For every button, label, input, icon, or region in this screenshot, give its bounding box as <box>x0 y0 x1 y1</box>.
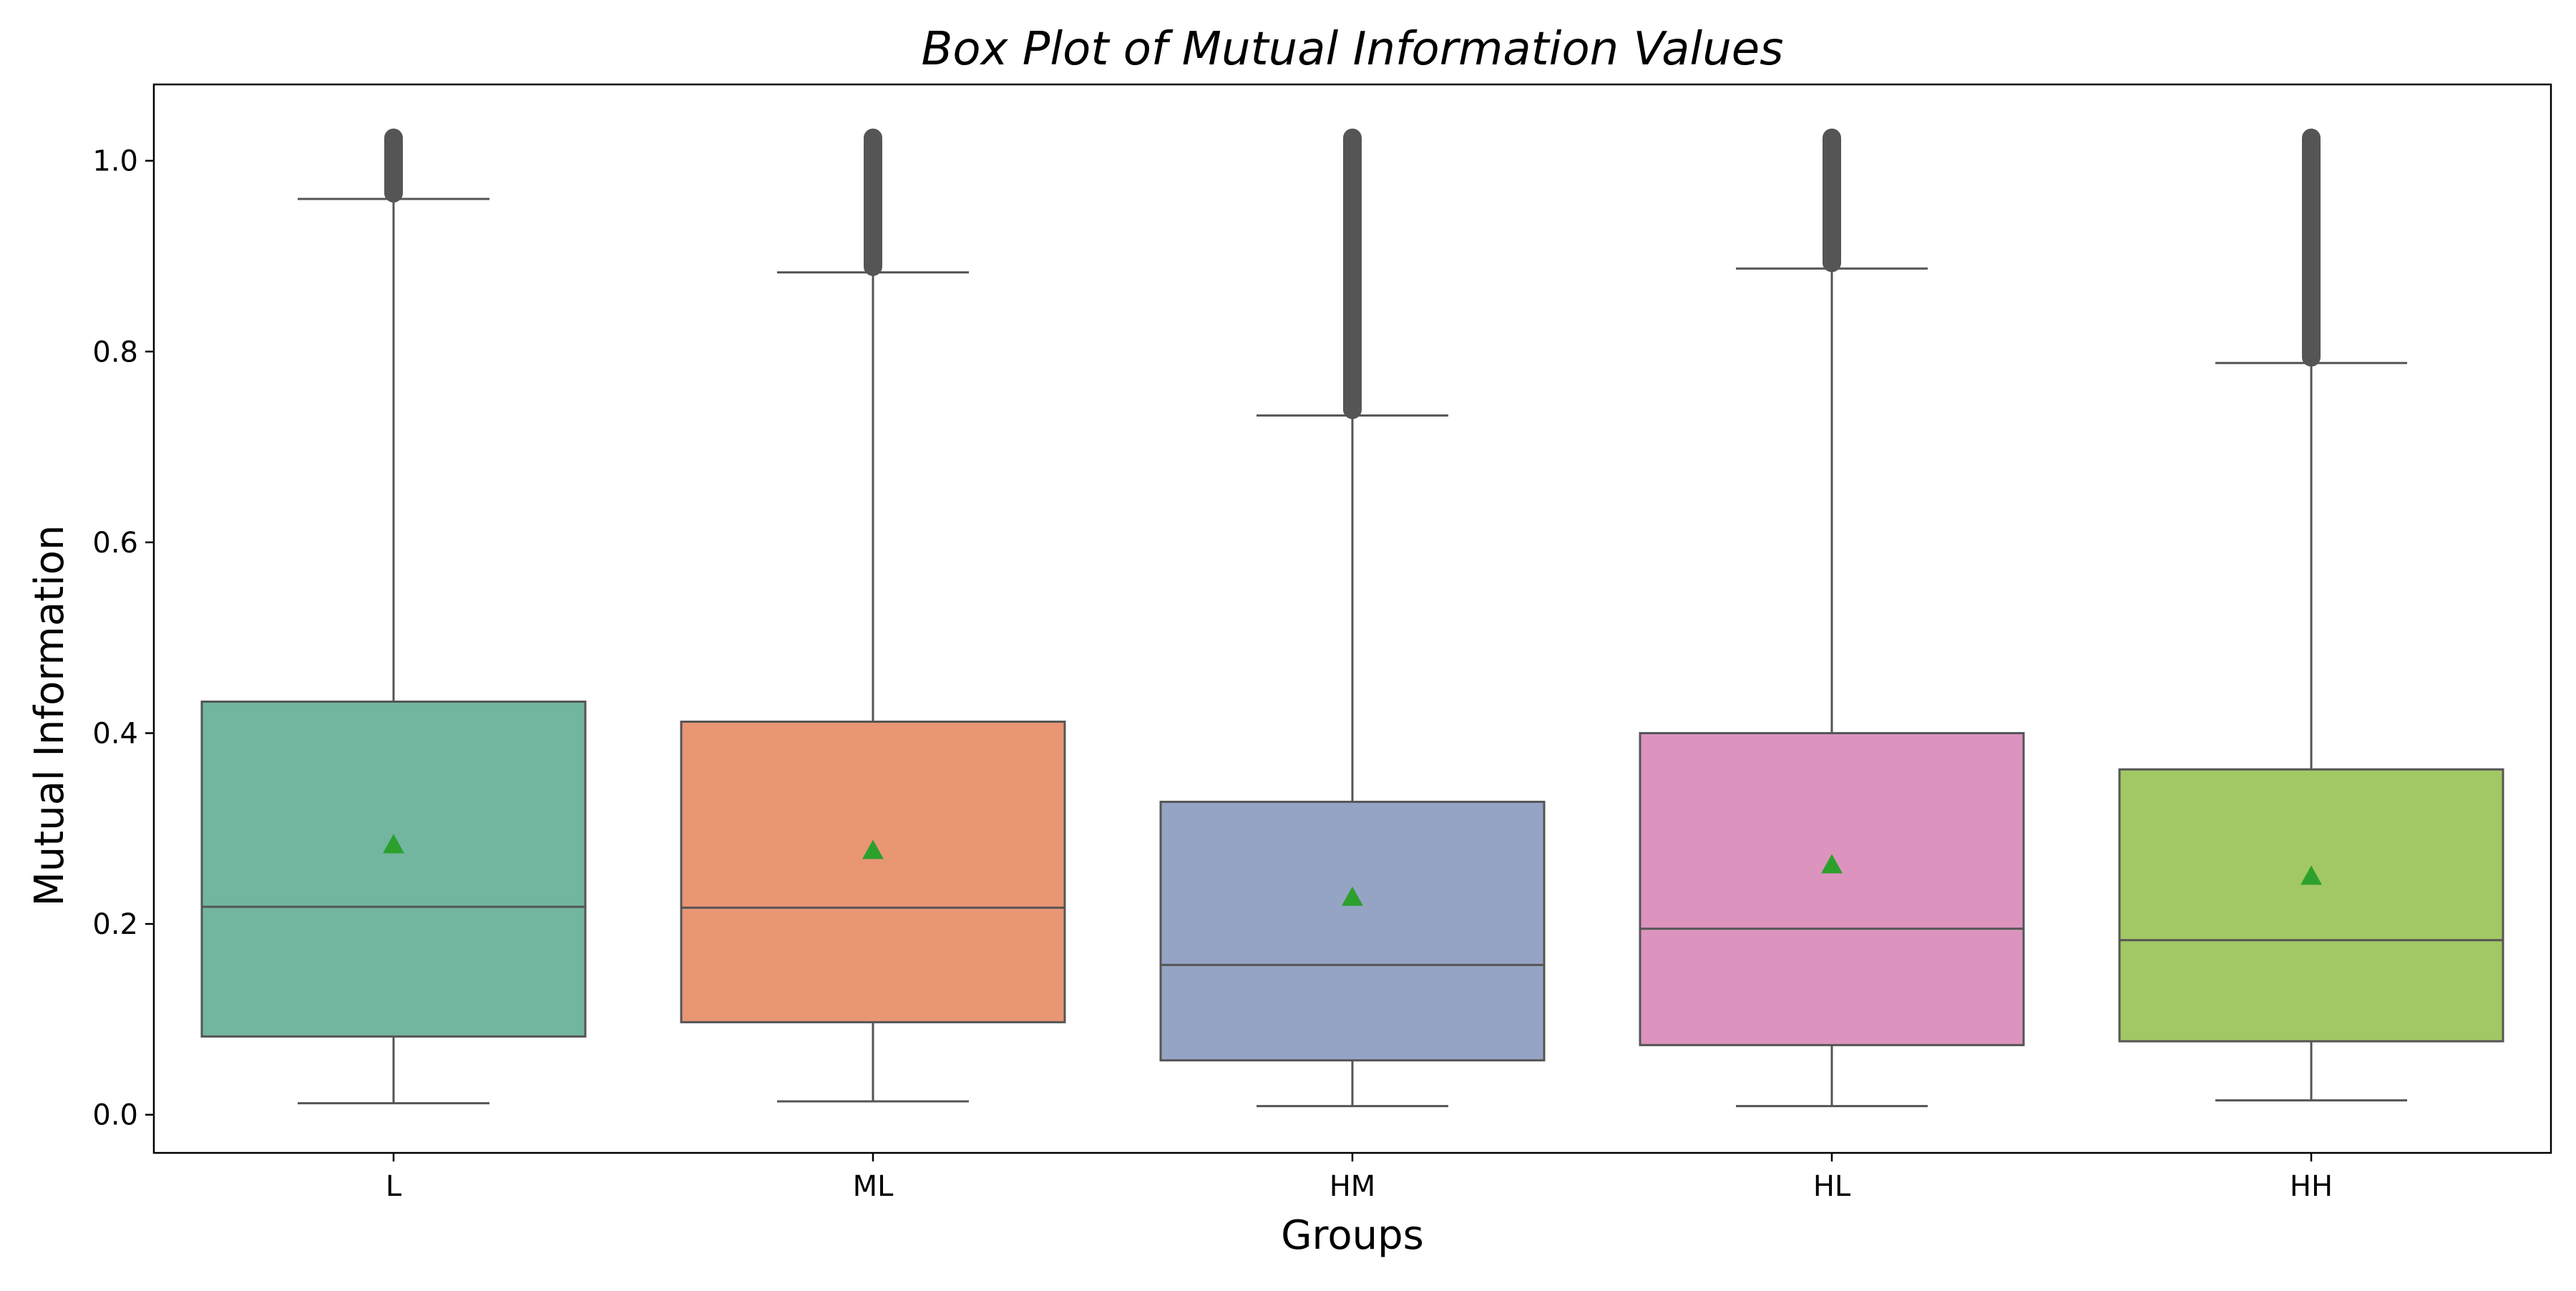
x-tick-label: HL <box>1813 1170 1851 1203</box>
y-axis-label: Mutual Information <box>26 525 73 906</box>
box-group-ml <box>680 128 1066 1103</box>
box-hl <box>1639 731 2025 1046</box>
y-axis-ticks: 0.0 0.2 0.4 0.6 0.8 1.0 <box>92 145 154 1132</box>
box-hm <box>1159 800 1546 1062</box>
x-tick-label: HM <box>1330 1170 1376 1203</box>
mean-marker-l <box>383 834 404 854</box>
box-hh <box>2118 768 2504 1043</box>
x-tick-label: HH <box>2290 1170 2333 1203</box>
box-ml <box>680 720 1066 1023</box>
y-tick-label: 0.6 <box>92 527 138 560</box>
chart-title: Box Plot of Mutual Information Values <box>922 23 1784 76</box>
y-tick-label: 0.0 <box>92 1099 138 1132</box>
box-group-hh <box>2118 128 2504 1102</box>
x-axis-label: Groups <box>1281 1212 1424 1259</box>
box-group-hl <box>1639 128 2025 1108</box>
y-tick-label: 0.4 <box>92 717 138 750</box>
box-group-l <box>200 128 587 1105</box>
mean-marker-ml <box>862 839 884 859</box>
mean-marker-hl <box>1821 854 1843 874</box>
box-l <box>200 700 587 1038</box>
mean-marker-hh <box>2301 865 2322 885</box>
y-tick-label: 1.0 <box>92 145 138 178</box>
y-tick-label: 0.8 <box>92 336 138 369</box>
mean-marker-hm <box>1342 886 1363 906</box>
y-tick-label: 0.2 <box>92 908 138 941</box>
box-group-hm <box>1159 128 1546 1108</box>
x-tick-label: L <box>386 1170 402 1203</box>
boxes-layer <box>200 128 2504 1108</box>
x-tick-label: ML <box>853 1170 894 1203</box>
x-axis-ticks: L ML HM HL HH <box>386 1153 2333 1203</box>
